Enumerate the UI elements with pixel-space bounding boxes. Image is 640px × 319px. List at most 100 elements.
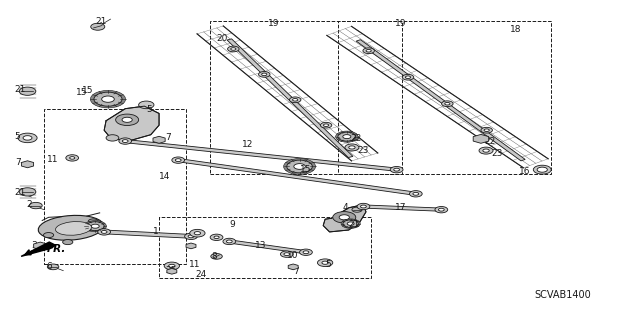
Text: 25: 25 <box>166 265 177 275</box>
Polygon shape <box>125 139 397 171</box>
Circle shape <box>227 240 232 243</box>
Circle shape <box>194 232 200 235</box>
Circle shape <box>363 48 374 54</box>
Circle shape <box>214 236 219 239</box>
Circle shape <box>366 49 371 52</box>
Circle shape <box>29 202 42 209</box>
Circle shape <box>338 132 356 141</box>
Circle shape <box>172 157 184 163</box>
Circle shape <box>333 211 356 223</box>
Polygon shape <box>167 269 177 274</box>
Circle shape <box>139 101 154 109</box>
Text: 7: 7 <box>15 158 20 167</box>
Text: 19: 19 <box>396 19 407 28</box>
Circle shape <box>292 99 298 101</box>
Circle shape <box>175 159 181 161</box>
Circle shape <box>291 265 296 268</box>
Text: 10: 10 <box>287 251 298 260</box>
Circle shape <box>484 129 489 131</box>
Circle shape <box>445 102 450 105</box>
Circle shape <box>62 223 85 234</box>
Circle shape <box>483 149 489 152</box>
Circle shape <box>188 244 194 247</box>
Circle shape <box>303 251 309 254</box>
Circle shape <box>24 162 31 166</box>
Circle shape <box>360 205 366 208</box>
Circle shape <box>284 253 290 256</box>
Text: 14: 14 <box>159 173 170 182</box>
Text: 21: 21 <box>95 17 107 26</box>
Circle shape <box>156 138 163 142</box>
Circle shape <box>435 206 448 213</box>
Circle shape <box>339 215 349 220</box>
Text: 11: 11 <box>189 260 200 270</box>
Polygon shape <box>104 230 191 238</box>
Circle shape <box>533 165 551 174</box>
Circle shape <box>349 146 355 149</box>
Ellipse shape <box>38 215 104 240</box>
Polygon shape <box>186 243 196 249</box>
Text: 17: 17 <box>396 203 407 212</box>
Circle shape <box>23 136 32 140</box>
Text: 11: 11 <box>47 155 58 164</box>
Text: 21: 21 <box>349 220 360 229</box>
Circle shape <box>19 188 36 196</box>
Circle shape <box>98 229 111 235</box>
Polygon shape <box>288 264 298 270</box>
Circle shape <box>18 133 37 143</box>
Circle shape <box>343 135 351 139</box>
Circle shape <box>91 224 99 228</box>
Circle shape <box>169 264 175 268</box>
Text: 18: 18 <box>510 26 522 34</box>
Circle shape <box>476 137 485 141</box>
Text: 1: 1 <box>153 227 159 236</box>
Circle shape <box>357 203 370 210</box>
Text: 22: 22 <box>484 137 496 145</box>
Circle shape <box>164 262 179 270</box>
Circle shape <box>102 96 115 102</box>
Circle shape <box>228 46 239 52</box>
Circle shape <box>323 124 329 127</box>
Circle shape <box>84 221 106 232</box>
Text: 9: 9 <box>229 220 235 229</box>
Circle shape <box>403 74 413 80</box>
Text: 3: 3 <box>31 241 37 250</box>
Text: 15: 15 <box>83 86 94 95</box>
Circle shape <box>442 101 453 107</box>
Polygon shape <box>153 136 165 143</box>
Circle shape <box>317 259 333 267</box>
Polygon shape <box>473 134 489 143</box>
Text: 20: 20 <box>216 34 228 43</box>
Text: 15: 15 <box>300 165 311 174</box>
Circle shape <box>210 234 223 241</box>
Text: 5: 5 <box>15 132 20 141</box>
Circle shape <box>106 135 119 141</box>
Text: 4: 4 <box>342 203 348 212</box>
Circle shape <box>481 127 492 133</box>
Circle shape <box>70 157 75 159</box>
Circle shape <box>88 219 99 224</box>
Circle shape <box>479 147 493 154</box>
Circle shape <box>94 92 122 106</box>
Text: 16: 16 <box>519 167 531 176</box>
Circle shape <box>394 168 399 171</box>
Text: 21: 21 <box>15 85 26 94</box>
Circle shape <box>322 261 328 264</box>
Circle shape <box>287 160 312 173</box>
Circle shape <box>289 97 301 103</box>
Text: FR.: FR. <box>47 244 66 254</box>
Text: 7: 7 <box>166 133 172 142</box>
Circle shape <box>189 229 205 237</box>
Circle shape <box>413 192 419 195</box>
Circle shape <box>44 233 54 238</box>
Circle shape <box>47 264 59 270</box>
Text: 8: 8 <box>211 252 217 261</box>
Text: 6: 6 <box>47 262 52 271</box>
FancyArrowPatch shape <box>26 247 42 255</box>
Circle shape <box>410 191 422 197</box>
Polygon shape <box>228 240 307 254</box>
Polygon shape <box>34 242 47 250</box>
Circle shape <box>119 138 132 144</box>
Polygon shape <box>227 39 353 158</box>
Circle shape <box>320 122 332 128</box>
